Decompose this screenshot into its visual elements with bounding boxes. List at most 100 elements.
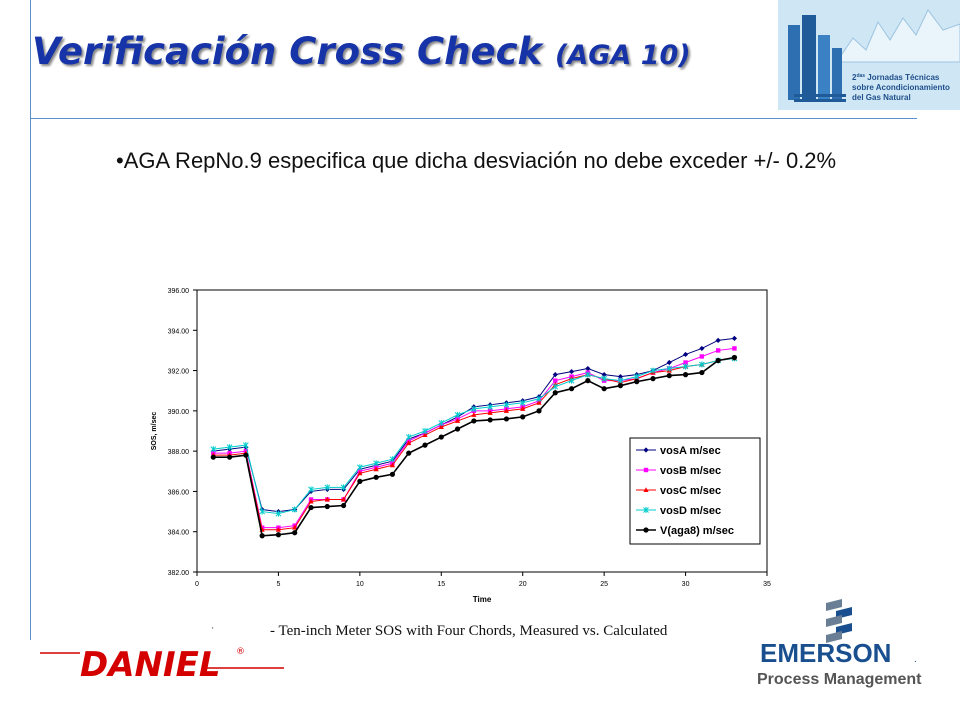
data-point [422,428,428,434]
data-point [650,376,656,382]
conference-line1b: Jornadas Técnicas [865,73,940,82]
chart-legend: vosA m/sec vosB m/sec vosC m/sec vosD m/sec… [629,437,761,545]
data-point [210,454,216,460]
legend-marker [643,467,649,473]
emerson-tm: . [914,654,917,665]
data-point [487,417,493,423]
y-tick-label: 394.00 [168,328,190,335]
data-point [324,496,330,502]
data-point [553,378,558,383]
data-point [536,408,542,414]
data-point [666,373,672,379]
data-point [210,446,217,453]
data-point [259,508,265,515]
legend-marker [643,527,649,533]
data-point [487,403,493,410]
x-tick-label: 5 [276,581,280,588]
legend-label: vosB m/sec [660,465,721,477]
x-tick-label: 20 [519,581,527,588]
data-point [438,419,445,426]
data-point [291,506,298,513]
data-point [552,372,558,378]
data-point [308,498,314,504]
y-tick-label: 392.00 [168,369,190,376]
title-underline [30,118,917,119]
legend-label: vosD m/sec [660,505,721,517]
data-point [340,496,347,502]
data-point [585,365,591,372]
data-point [471,405,477,412]
legend-item: vosB m/sec [636,465,721,477]
data-point [617,377,624,384]
data-point [275,510,282,517]
data-point [454,418,461,423]
data-point [243,442,249,449]
legend-box [629,437,761,545]
data-point [389,471,396,477]
y-tick-label: 386.00 [168,489,190,496]
data-point [357,470,363,476]
data-point [373,460,379,467]
legend-label: vosC m/sec [660,485,721,497]
data-point [389,462,396,468]
data-point [634,379,640,385]
legend-item: vosC m/sec [636,485,721,497]
data-point [471,418,477,424]
y-tick-label: 382.00 [168,570,190,577]
bullet-text: •AGA RepNo.9 especifica que dicha desvia… [116,148,837,173]
conference-line1: 2 [852,73,857,82]
data-point [568,377,575,384]
data-point [422,432,428,438]
y-tick-label: 388.00 [168,449,190,456]
data-point [520,406,526,411]
data-point [471,412,477,417]
data-point [308,486,314,493]
data-point [406,440,412,446]
data-point [682,363,689,370]
conference-logo: 2das Jornadas Técnicas sobre Acondiciona… [778,0,960,110]
daniel-wordmark: DANIEL [80,645,221,685]
series-4 [210,355,738,517]
data-point [340,484,347,491]
data-point [357,464,363,471]
y-tick-label: 390.00 [168,409,190,416]
data-point [699,369,705,376]
x-tick-label: 25 [600,581,608,588]
data-point [503,416,510,422]
data-point [520,414,526,420]
x-axis-label: Time [473,595,492,604]
conference-line3: del Gas Natural [852,93,911,102]
legend-item: vosA m/sec [636,445,721,457]
data-point [438,424,444,429]
legend-marker [643,487,649,492]
data-point [454,426,461,432]
emerson-subtitle: Process Management [757,671,922,688]
data-point [585,378,591,384]
data-point [275,526,282,532]
title-paren: (AGA 10) [555,40,691,71]
y-tick-label: 396.00 [168,288,190,295]
y-axis-label: SOS, m/sec [151,412,158,451]
legend-label: vosA m/sec [660,445,721,457]
x-tick-label: 10 [356,581,364,588]
data-point [682,372,689,378]
page-title: Verificación Cross Check (AGA 10) [32,30,691,73]
data-point [552,383,559,390]
data-point [454,411,461,418]
data-point [226,444,233,451]
data-point [275,532,282,538]
x-tick-label: 35 [763,581,771,588]
data-point [308,504,314,511]
data-point [259,533,265,539]
svg-text:2das Jornadas Técnicas: 2das Jornadas Técnicas [852,73,940,82]
data-point [503,408,510,413]
data-point [666,359,672,366]
x-tick-label: 30 [682,581,690,588]
data-point [601,375,607,382]
data-point [617,383,624,389]
x-tick-label: 15 [437,581,445,588]
data-point [633,373,640,380]
conference-line2: sobre Acondicionamiento [852,83,950,92]
data-point [406,450,412,456]
data-point [568,386,575,392]
